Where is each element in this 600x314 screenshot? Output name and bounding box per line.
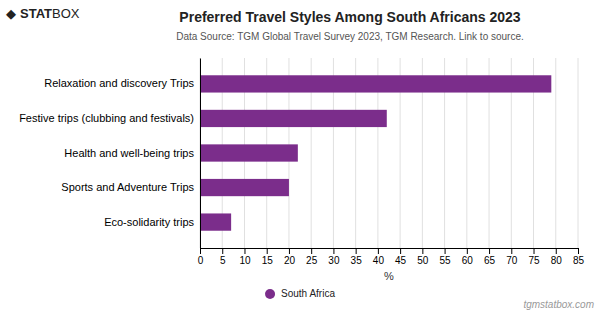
x-tick-label: 40 bbox=[373, 255, 385, 266]
legend-swatch bbox=[265, 289, 275, 299]
y-tick: Relaxation and discovery Trips bbox=[44, 77, 194, 89]
x-tick-label: 80 bbox=[551, 255, 563, 266]
bar bbox=[200, 179, 289, 196]
x-tick: 40 bbox=[373, 248, 385, 266]
x-tick-label: 55 bbox=[440, 255, 452, 266]
chart: 0 5 10 15 20 25 30 35 40 45 50 55 60 65 70 75 80 85 Relaxa… bbox=[0, 0, 600, 314]
watermark: tgmstatbox.com bbox=[523, 299, 594, 310]
x-tick-mark bbox=[556, 248, 557, 254]
x-tick-label: 35 bbox=[351, 255, 363, 266]
y-tick-label: Sports and Adventure Trips bbox=[61, 181, 194, 193]
x-tick-label: 10 bbox=[239, 255, 251, 266]
x-tick-label: 60 bbox=[462, 255, 474, 266]
x-tick: 55 bbox=[440, 248, 452, 266]
logo-text: ◆ bbox=[6, 6, 16, 21]
y-tick-label: Festive trips (clubbing and festivals) bbox=[19, 112, 194, 124]
x-tick-mark bbox=[333, 248, 334, 254]
x-axis: 0 5 10 15 20 25 30 35 40 45 50 55 60 65 70 75 80 85 bbox=[198, 248, 585, 266]
plot-area bbox=[200, 75, 551, 230]
x-tick-mark bbox=[311, 248, 312, 254]
x-tick-mark bbox=[400, 248, 401, 254]
x-tick-label: 85 bbox=[573, 255, 585, 266]
x-tick-mark bbox=[422, 248, 423, 254]
y-axis-line bbox=[200, 59, 201, 249]
x-tick: 15 bbox=[262, 248, 274, 266]
logo-text: BOX bbox=[52, 6, 80, 21]
x-tick: 85 bbox=[573, 248, 585, 266]
y-tick-label: Relaxation and discovery Trips bbox=[44, 77, 194, 89]
y-tick: Sports and Adventure Trips bbox=[61, 181, 194, 193]
x-tick: 35 bbox=[351, 248, 363, 266]
x-tick-mark bbox=[244, 248, 245, 254]
x-tick: 80 bbox=[551, 248, 563, 266]
x-tick: 5 bbox=[220, 248, 226, 266]
x-tick: 0 bbox=[198, 248, 204, 266]
legend-label: South Africa bbox=[281, 288, 335, 299]
x-tick-label: 30 bbox=[328, 255, 340, 266]
y-tick-label: Health and well-being trips bbox=[64, 147, 194, 159]
bar bbox=[200, 75, 551, 92]
bar bbox=[200, 144, 298, 161]
bar bbox=[200, 213, 231, 230]
bar bbox=[200, 110, 387, 127]
x-tick-label: 75 bbox=[528, 255, 540, 266]
x-axis-title: % bbox=[384, 270, 394, 282]
x-tick-label: 0 bbox=[198, 255, 204, 266]
y-tick: Health and well-being trips bbox=[64, 147, 194, 159]
x-tick-mark bbox=[356, 248, 357, 254]
x-tick: 75 bbox=[528, 248, 540, 266]
grid bbox=[200, 58, 578, 248]
subtitle: Data Source: TGM Global Travel Survey 20… bbox=[176, 31, 524, 42]
title: Preferred Travel Styles Among South Afri… bbox=[179, 9, 521, 25]
y-tick: Festive trips (clubbing and festivals) bbox=[19, 112, 194, 124]
x-tick: 30 bbox=[328, 248, 340, 266]
x-tick-mark bbox=[489, 248, 490, 254]
x-tick: 25 bbox=[306, 248, 318, 266]
x-tick-mark bbox=[200, 248, 201, 254]
x-axis-line bbox=[201, 249, 579, 255]
grid-line bbox=[578, 58, 579, 248]
x-tick-mark bbox=[289, 248, 290, 254]
x-tick: 70 bbox=[506, 248, 518, 266]
x-tick-label: 20 bbox=[284, 255, 296, 266]
x-tick: 50 bbox=[417, 248, 429, 266]
x-tick-mark bbox=[267, 248, 268, 254]
x-tick-label: 65 bbox=[484, 255, 496, 266]
x-tick-label: 5 bbox=[220, 255, 226, 266]
x-tick-mark bbox=[378, 248, 379, 254]
x-tick-mark bbox=[467, 248, 468, 254]
y-tick: Eco-solidarity trips bbox=[104, 216, 194, 228]
x-tick-mark bbox=[222, 248, 223, 254]
x-tick-mark bbox=[578, 248, 579, 254]
x-tick-label: 50 bbox=[417, 255, 429, 266]
x-tick-mark bbox=[534, 248, 535, 254]
y-axis: Relaxation and discovery Trips Festive tr… bbox=[19, 59, 200, 249]
x-tick-label: 15 bbox=[262, 255, 274, 266]
legend: South Africa bbox=[265, 288, 335, 299]
x-tick: 20 bbox=[284, 248, 296, 266]
x-tick: 10 bbox=[239, 248, 251, 266]
grid-line bbox=[200, 58, 201, 248]
grid-line bbox=[555, 58, 556, 248]
logo-text: STAT bbox=[20, 6, 52, 21]
y-tick-label: Eco-solidarity trips bbox=[104, 216, 194, 228]
x-tick-mark bbox=[511, 248, 512, 254]
x-tick: 65 bbox=[484, 248, 496, 266]
x-tick-mark bbox=[445, 248, 446, 254]
x-tick-label: 25 bbox=[306, 255, 318, 266]
x-tick: 45 bbox=[395, 248, 407, 266]
x-tick-label: 45 bbox=[395, 255, 407, 266]
x-tick: 60 bbox=[462, 248, 474, 266]
x-tick-label: 70 bbox=[506, 255, 518, 266]
